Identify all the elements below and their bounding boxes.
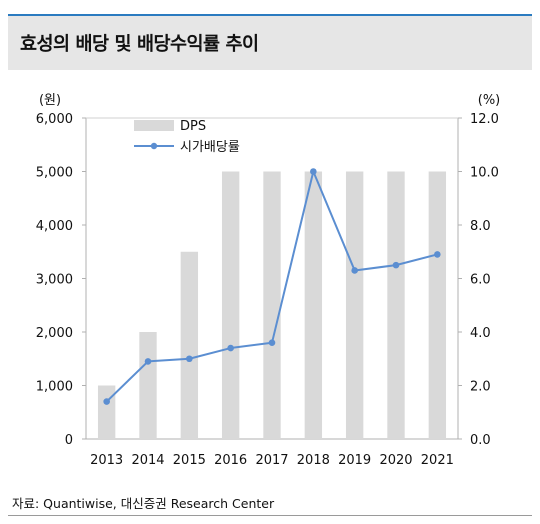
x-tick-label: 2018: [297, 453, 330, 468]
legend-label-dps: DPS: [180, 119, 206, 134]
yield-point-2018: [310, 168, 317, 175]
dps-bar-2019: [345, 171, 364, 439]
y-right-tick-labels: 0.0 2.0 4.0 6.0 8.0 10.0 12.0: [458, 112, 499, 448]
y-left-tick-label: 0: [65, 433, 73, 448]
x-tick-label: 2016: [214, 453, 247, 468]
dps-bar-2020: [387, 171, 405, 439]
y-left-tick-label: 3,000: [36, 273, 73, 288]
yield-point-2021: [434, 251, 441, 258]
dps-bars: [97, 171, 447, 439]
x-tick-label: 2013: [90, 453, 123, 468]
x-tick-label: 2015: [173, 453, 206, 468]
x-tick-label: 2021: [421, 453, 454, 468]
chart-title: 효성의 배당 및 배당수익률 추이: [20, 34, 259, 55]
dps-bar-2016: [221, 171, 240, 439]
x-tick-label: 2019: [338, 453, 371, 468]
header-top-rule: [8, 14, 532, 16]
dps-bar-2018: [304, 171, 323, 439]
legend: DPS 시가배당률: [134, 119, 240, 155]
title-banner: [8, 16, 532, 70]
y-right-tick-label: 4.0: [470, 326, 491, 341]
y-right-tick-label: 6.0: [470, 273, 491, 288]
y-left-tick-label: 4,000: [36, 219, 73, 234]
y-right-tick-label: 8.0: [470, 219, 491, 234]
source-note: 자료: Quantiwise, 대신증권 Research Center: [12, 496, 275, 511]
yield-point-2016: [227, 344, 234, 352]
x-tick-label: 2017: [255, 453, 288, 468]
dps-bar-2017: [263, 171, 281, 439]
yield-point-2013: [103, 398, 110, 405]
dps-bar-2021: [428, 171, 447, 439]
dps-bar-2015: [180, 251, 199, 439]
yield-line-series: [103, 168, 441, 405]
dps-bar-2013: [97, 385, 116, 439]
yield-point-2019: [351, 267, 358, 274]
y-right-tick-label: 10.0: [470, 166, 499, 181]
yield-point-2017: [268, 339, 276, 347]
legend-swatch-dps: [134, 120, 174, 131]
footer-rule: [8, 515, 532, 516]
legend-swatch-yield-marker: [150, 142, 158, 150]
y-right-tick-label: 12.0: [470, 112, 499, 127]
x-tick-label: 2014: [131, 453, 164, 468]
x-tick-label: 2020: [379, 453, 412, 468]
y-right-unit: (%): [478, 93, 501, 108]
y-left-tick-label: 2,000: [36, 326, 73, 341]
y-left-tick-label: 1,000: [36, 380, 73, 395]
y-left-tick-label: 5,000: [36, 166, 73, 181]
y-left-tick-label: 6,000: [36, 112, 73, 127]
y-left-unit: (원): [39, 93, 61, 108]
x-tick-labels: 2013 2014 2015 2016 2017 2018 2019 2020 2021: [90, 453, 454, 468]
yield-point-2015: [186, 355, 193, 363]
y-right-tick-label: 2.0: [470, 380, 491, 395]
yield-point-2014: [144, 358, 152, 365]
y-right-tick-label: 0.0: [470, 433, 491, 448]
yield-point-2020: [392, 261, 400, 269]
legend-label-yield: 시가배당률: [180, 140, 240, 155]
dps-bar-2014: [139, 332, 157, 439]
y-left-tick-labels: 0 1,000 2,000 3,000 4,000 5,000 6,000: [36, 112, 86, 448]
